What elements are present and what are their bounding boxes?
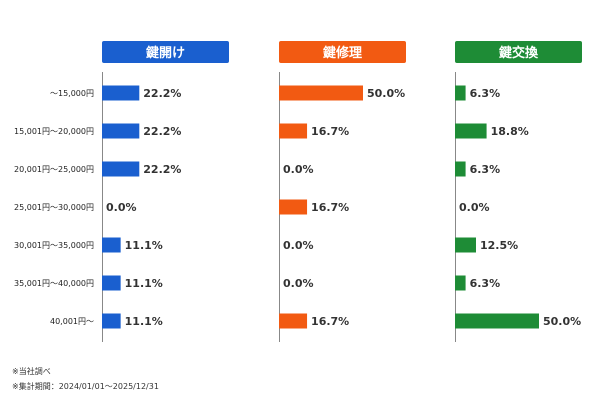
- category-label: 25,001円～30,000円: [14, 203, 94, 212]
- data-label: 11.1%: [125, 239, 163, 252]
- data-label: 11.1%: [125, 277, 163, 290]
- bar: [102, 161, 140, 177]
- bar: [279, 85, 363, 101]
- data-label: 0.0%: [283, 277, 314, 290]
- panel-title: 鍵交換: [499, 45, 539, 61]
- bar: [102, 275, 121, 291]
- bar: [455, 275, 466, 291]
- data-label: 6.3%: [470, 277, 501, 290]
- panel-title-bg: [455, 41, 582, 63]
- data-label: 12.5%: [480, 239, 518, 252]
- category-label: 30,001円～35,000円: [14, 241, 94, 250]
- panel-title: 鍵修理: [323, 45, 362, 61]
- data-label: 22.2%: [143, 163, 181, 176]
- bar: [102, 237, 121, 253]
- bar: [102, 313, 121, 329]
- bar: [102, 123, 140, 139]
- data-label: 6.3%: [470, 87, 501, 100]
- data-label: 50.0%: [543, 315, 581, 328]
- data-label: 16.7%: [311, 125, 349, 138]
- footnote-source: ※当社調べ: [12, 367, 51, 376]
- bar: [279, 123, 308, 139]
- data-label: 0.0%: [459, 201, 490, 214]
- bar: [455, 237, 476, 253]
- bar: [102, 85, 140, 101]
- category-label: 40,001円～: [50, 317, 94, 326]
- data-label: 11.1%: [125, 315, 163, 328]
- data-label: 0.0%: [106, 201, 137, 214]
- bar: [455, 161, 466, 177]
- panel-title-bg: [102, 41, 229, 63]
- bar: [455, 313, 539, 329]
- data-label: 16.7%: [311, 315, 349, 328]
- bar: [279, 199, 308, 215]
- category-label: ～15,000円: [50, 89, 94, 98]
- category-label: 35,001円～40,000円: [14, 279, 94, 288]
- data-label: 18.8%: [491, 125, 529, 138]
- data-label: 6.3%: [470, 163, 501, 176]
- bar: [279, 313, 308, 329]
- data-label: 50.0%: [367, 87, 405, 100]
- bar: [455, 85, 466, 101]
- panel-title: 鍵開け: [146, 45, 185, 61]
- data-label: 22.2%: [143, 87, 181, 100]
- footnote-period: ※集計期間：2024/01/01～2025/12/31: [12, 382, 159, 391]
- category-label: 15,001円～20,000円: [14, 127, 94, 136]
- panel-title-bg: [279, 41, 406, 63]
- data-label: 0.0%: [283, 163, 314, 176]
- bar: [455, 123, 487, 139]
- data-label: 22.2%: [143, 125, 181, 138]
- data-label: 16.7%: [311, 201, 349, 214]
- category-label: 20,001円～25,000円: [14, 165, 94, 174]
- data-label: 0.0%: [283, 239, 314, 252]
